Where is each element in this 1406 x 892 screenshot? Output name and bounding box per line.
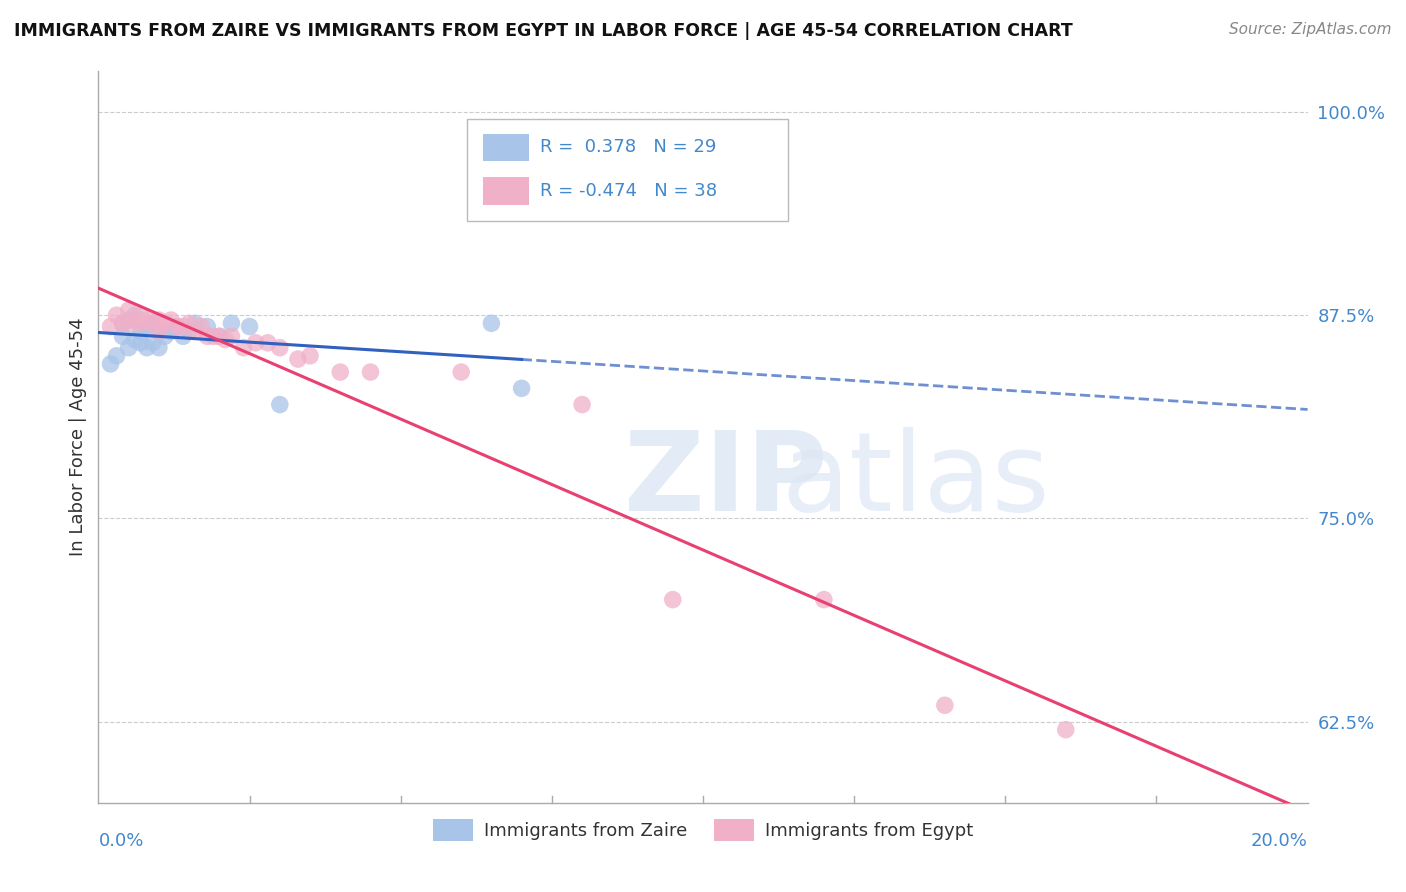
Point [179, 316, 201, 330]
Point [124, 313, 146, 327]
Point [299, 349, 322, 363]
Point [111, 329, 134, 343]
Point [195, 319, 218, 334]
Point [239, 319, 262, 334]
Point [934, 698, 956, 713]
Point [105, 308, 128, 322]
Point [245, 335, 267, 350]
Point [172, 329, 194, 343]
Point [287, 352, 309, 367]
Point [269, 398, 291, 412]
Bar [482, 178, 529, 205]
Point [256, 335, 278, 350]
Text: R =  0.378   N = 29: R = 0.378 N = 29 [540, 138, 716, 156]
Point [166, 319, 188, 334]
Text: 0.0%: 0.0% [98, 832, 143, 850]
Point [148, 325, 170, 339]
Point [166, 319, 188, 334]
Point [135, 319, 157, 334]
Point [184, 325, 207, 339]
Bar [482, 134, 529, 161]
Point [208, 329, 231, 343]
Point [661, 592, 683, 607]
Point [148, 325, 170, 339]
Point [221, 329, 243, 343]
Text: atlas: atlas [782, 427, 1050, 534]
Point [100, 357, 122, 371]
Point [153, 316, 176, 330]
Point [118, 341, 141, 355]
Point [450, 365, 472, 379]
Point [148, 313, 170, 327]
Point [124, 308, 146, 322]
Point [510, 381, 533, 395]
FancyBboxPatch shape [467, 119, 787, 221]
Point [195, 329, 218, 343]
Point [118, 316, 141, 330]
Point [202, 329, 225, 343]
Point [184, 316, 207, 330]
Point [232, 341, 254, 355]
Point [124, 333, 146, 347]
Y-axis label: In Labor Force | Age 45-54: In Labor Force | Age 45-54 [69, 318, 87, 557]
Point [481, 316, 503, 330]
Point [360, 365, 382, 379]
Point [153, 329, 176, 343]
Point [111, 316, 134, 330]
Point [160, 313, 183, 327]
Point [179, 325, 201, 339]
Point [111, 316, 134, 330]
Point [142, 335, 165, 350]
Point [142, 316, 165, 330]
Text: Source: ZipAtlas.com: Source: ZipAtlas.com [1229, 22, 1392, 37]
Point [100, 319, 122, 334]
Point [118, 303, 141, 318]
Point [148, 341, 170, 355]
Point [129, 325, 152, 339]
Point [142, 316, 165, 330]
Point [221, 316, 243, 330]
Point [160, 325, 183, 339]
Point [129, 335, 152, 350]
Point [208, 329, 231, 343]
Point [329, 365, 352, 379]
Point [172, 319, 194, 334]
Point [135, 313, 157, 327]
Point [571, 398, 593, 412]
Legend: Immigrants from Zaire, Immigrants from Egypt: Immigrants from Zaire, Immigrants from E… [426, 812, 980, 848]
Text: 20.0%: 20.0% [1251, 832, 1308, 850]
Text: IMMIGRANTS FROM ZAIRE VS IMMIGRANTS FROM EGYPT IN LABOR FORCE | AGE 45-54 CORREL: IMMIGRANTS FROM ZAIRE VS IMMIGRANTS FROM… [14, 22, 1073, 40]
Point [813, 592, 835, 607]
Text: R = -0.474   N = 38: R = -0.474 N = 38 [540, 182, 717, 201]
Point [269, 341, 291, 355]
Point [214, 333, 236, 347]
Text: ZIP: ZIP [624, 427, 828, 534]
Point [118, 313, 141, 327]
Point [129, 308, 152, 322]
Point [129, 316, 152, 330]
Point [105, 349, 128, 363]
Point [1054, 723, 1077, 737]
Point [135, 341, 157, 355]
Point [190, 319, 212, 334]
